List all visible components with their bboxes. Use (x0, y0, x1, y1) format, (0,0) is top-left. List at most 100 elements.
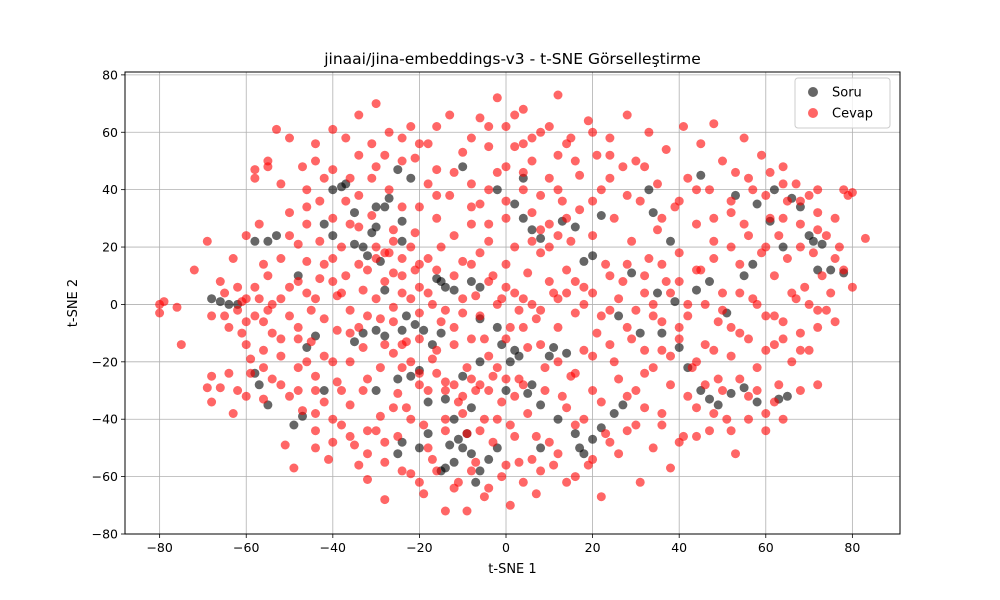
point-cevap (523, 268, 533, 278)
point-cevap (155, 308, 165, 318)
point-cevap (432, 190, 442, 200)
point-soru (363, 251, 372, 261)
point-cevap (718, 305, 727, 315)
point-soru (449, 457, 459, 467)
point-cevap (744, 173, 753, 183)
legend-box (794, 77, 891, 129)
point-cevap (692, 265, 701, 275)
point-cevap (484, 277, 494, 286)
point-cevap (765, 167, 775, 177)
axis-ticks: −80 −60 −40 −20 0 20 40 60 80 −80 −60 −40 −20 0 20 40 60… (92, 67, 861, 555)
point-cevap (363, 311, 372, 321)
point-cevap (410, 153, 420, 163)
point-soru (393, 449, 403, 459)
point-cevap (813, 225, 823, 235)
point-cevap (445, 190, 455, 200)
point-cevap (618, 162, 628, 172)
point-cevap (397, 340, 407, 350)
point-cevap (778, 334, 788, 344)
point-cevap (466, 334, 476, 344)
point-soru (406, 173, 416, 183)
point-cevap (830, 213, 840, 223)
point-soru (254, 380, 264, 390)
point-cevap (293, 386, 303, 395)
legend-marker-cevap (808, 108, 818, 118)
point-cevap (579, 299, 589, 309)
point-cevap (215, 277, 225, 286)
point-cevap (427, 454, 437, 464)
point-cevap (285, 391, 294, 401)
point-cevap (757, 150, 766, 160)
point-cevap (233, 305, 243, 315)
point-cevap (791, 179, 801, 189)
point-soru (536, 233, 546, 243)
point-cevap (501, 334, 511, 344)
point-soru (414, 443, 424, 453)
point-cevap (371, 294, 381, 304)
point-cevap (778, 162, 788, 172)
point-cevap (328, 165, 338, 175)
point-soru (423, 397, 433, 407)
point-cevap (527, 156, 537, 166)
point-soru (337, 182, 346, 192)
point-cevap (505, 420, 515, 430)
point-cevap (778, 414, 788, 424)
point-cevap (726, 426, 736, 436)
point-soru (384, 193, 394, 203)
point-soru (419, 325, 429, 335)
point-soru (692, 285, 701, 295)
point-cevap (778, 317, 788, 327)
point-soru (523, 388, 533, 398)
point-cevap (540, 363, 550, 373)
point-cevap (388, 268, 398, 278)
point-cevap (363, 265, 372, 275)
point-cevap (778, 179, 788, 189)
point-cevap (436, 317, 446, 327)
legend-label-soru: Soru (832, 86, 862, 101)
point-cevap (276, 380, 286, 390)
point-cevap (371, 162, 381, 172)
point-cevap (388, 317, 398, 327)
point-cevap (285, 231, 294, 241)
point-cevap (432, 345, 442, 355)
point-cevap (363, 449, 372, 459)
point-cevap (839, 265, 849, 275)
point-cevap (367, 211, 377, 220)
point-cevap (276, 294, 286, 304)
point-cevap (666, 380, 675, 390)
point-cevap (761, 409, 771, 418)
x-tick-label: −20 (406, 540, 432, 555)
point-cevap (311, 156, 320, 166)
point-cevap (324, 454, 333, 464)
point-cevap (449, 167, 459, 177)
point-cevap (700, 340, 710, 350)
point-cevap (804, 345, 814, 355)
point-cevap (306, 305, 316, 315)
point-cevap (579, 414, 589, 424)
point-cevap (337, 288, 346, 298)
point-cevap (311, 371, 320, 381)
point-cevap (527, 299, 537, 309)
point-cevap (354, 150, 364, 160)
point-cevap (337, 242, 346, 252)
point-soru (644, 185, 654, 195)
point-cevap (609, 213, 619, 223)
point-cevap (388, 348, 398, 358)
point-cevap (536, 305, 546, 315)
point-cevap (319, 259, 329, 269)
point-cevap (501, 374, 511, 384)
point-cevap (471, 457, 481, 467)
point-cevap (661, 277, 671, 286)
point-cevap (847, 188, 857, 197)
point-cevap (722, 414, 732, 424)
point-cevap (458, 294, 468, 304)
point-cevap (795, 386, 805, 395)
point-cevap (237, 328, 247, 338)
point-cevap (363, 374, 372, 384)
point-cevap (276, 254, 286, 263)
legend-label-cevap: Cevap (832, 107, 873, 122)
point-cevap (605, 150, 615, 160)
point-cevap (631, 386, 641, 395)
point-cevap (544, 242, 554, 252)
point-cevap (583, 116, 593, 126)
